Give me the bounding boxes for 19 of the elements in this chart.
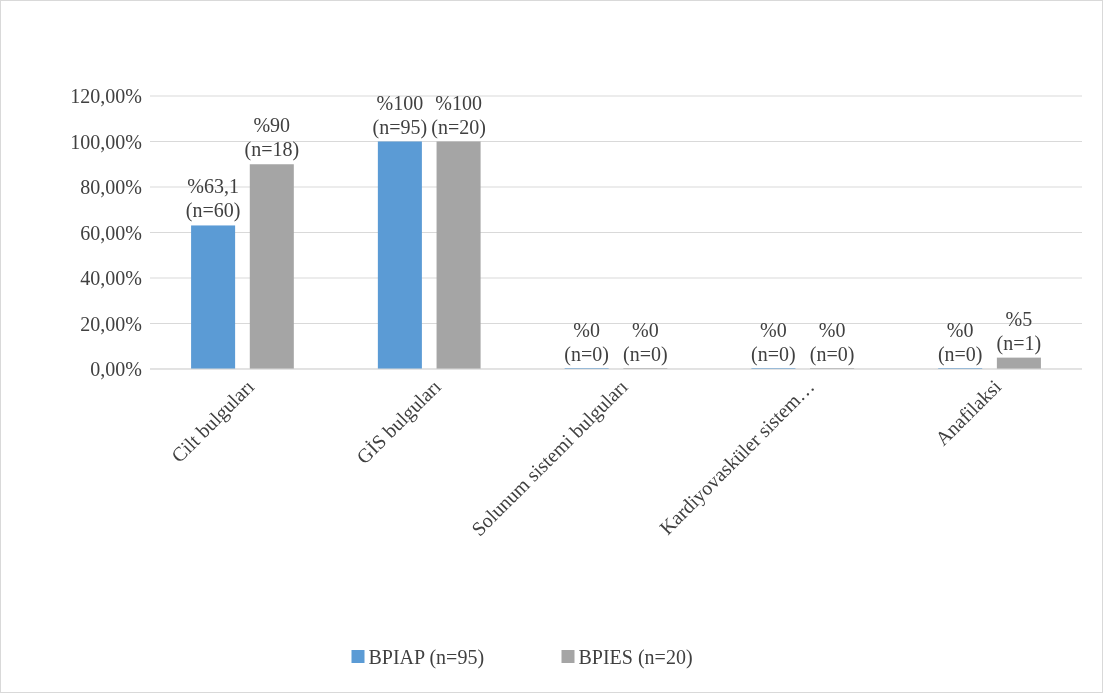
data-label: %0 (n=0) bbox=[564, 319, 609, 366]
legend-label: BPIES (n=20) bbox=[578, 646, 693, 669]
data-label: %100 (n=95) bbox=[372, 91, 428, 139]
y-tick-label: 60,00% bbox=[80, 221, 142, 244]
data-label: %90 (n=18) bbox=[244, 114, 300, 162]
y-tick-label: 20,00% bbox=[80, 312, 142, 335]
data-label: %0 (n=0) bbox=[937, 319, 983, 366]
data-label: %0 (n=0) bbox=[809, 319, 855, 366]
y-tick-label: 120,00% bbox=[70, 85, 142, 107]
y-tick-label: 0,00% bbox=[90, 358, 142, 380]
y-tick-label: 40,00% bbox=[80, 267, 142, 289]
data-label: %100 (n=20) bbox=[431, 91, 486, 139]
y-tick-label: 100,00% bbox=[70, 130, 142, 153]
data-label: %0 (n=0) bbox=[751, 319, 796, 366]
y-tick-label: 80,00% bbox=[80, 176, 142, 198]
data-label: %63,1 (n=60) bbox=[185, 175, 241, 223]
data-label: %0 (n=0) bbox=[623, 319, 668, 366]
data-label: %5 (n=1) bbox=[996, 307, 1042, 355]
legend-label: BPIAP (n=95) bbox=[368, 646, 485, 669]
